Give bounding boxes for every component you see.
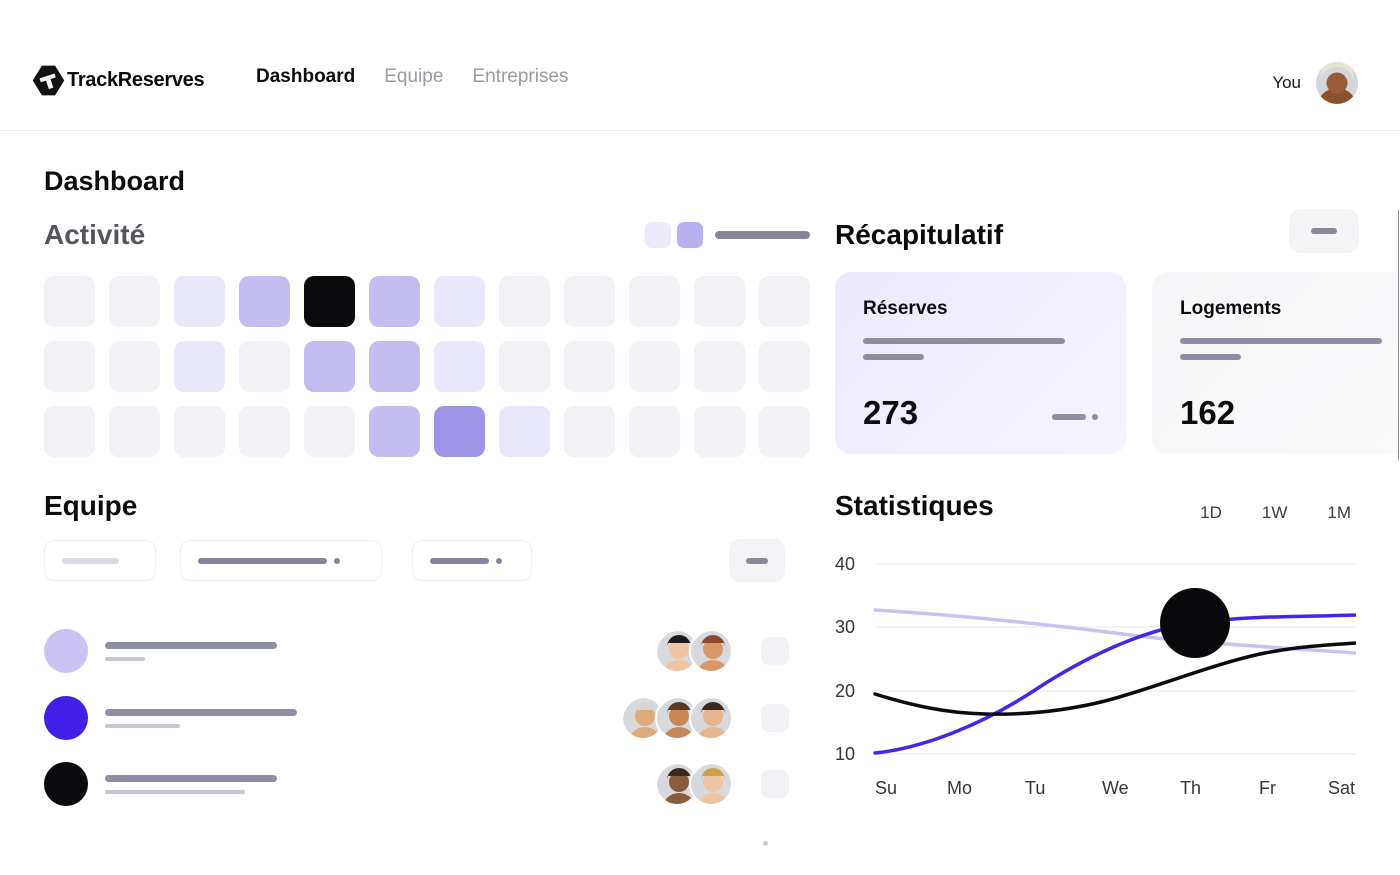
- svg-text:We: We: [1102, 778, 1129, 798]
- svg-text:40: 40: [835, 554, 855, 574]
- svg-text:20: 20: [835, 681, 855, 701]
- svg-text:10: 10: [835, 744, 855, 764]
- svg-text:Mo: Mo: [947, 778, 972, 798]
- svg-text:30: 30: [835, 617, 855, 637]
- svg-text:Th: Th: [1180, 778, 1201, 798]
- svg-text:Sat: Sat: [1328, 778, 1355, 798]
- svg-text:Tu: Tu: [1025, 778, 1045, 798]
- svg-text:Su: Su: [875, 778, 897, 798]
- svg-text:Fr: Fr: [1259, 778, 1276, 798]
